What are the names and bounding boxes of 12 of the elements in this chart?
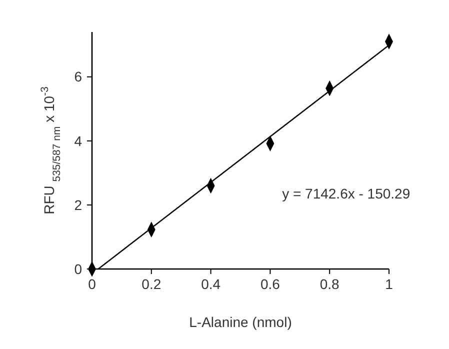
x-tick-label: 1	[385, 276, 394, 292]
annotation: y = 7142.6x - 150.29	[282, 186, 410, 202]
y-tick-label: 6	[74, 68, 82, 85]
x-tick-label: 0.6	[260, 276, 280, 292]
x-axis-title: L-Alanine (nmol)	[189, 314, 292, 330]
y-tick-label: 0	[74, 260, 82, 277]
y-tick-label: 4	[74, 132, 82, 149]
x-tick-label: 0.4	[201, 276, 221, 292]
x-tick-label: 0.2	[142, 276, 162, 292]
x-tick-label: 0	[88, 276, 96, 292]
x-tick-label: 0.8	[320, 276, 340, 292]
y-tick-label: 2	[74, 196, 82, 213]
